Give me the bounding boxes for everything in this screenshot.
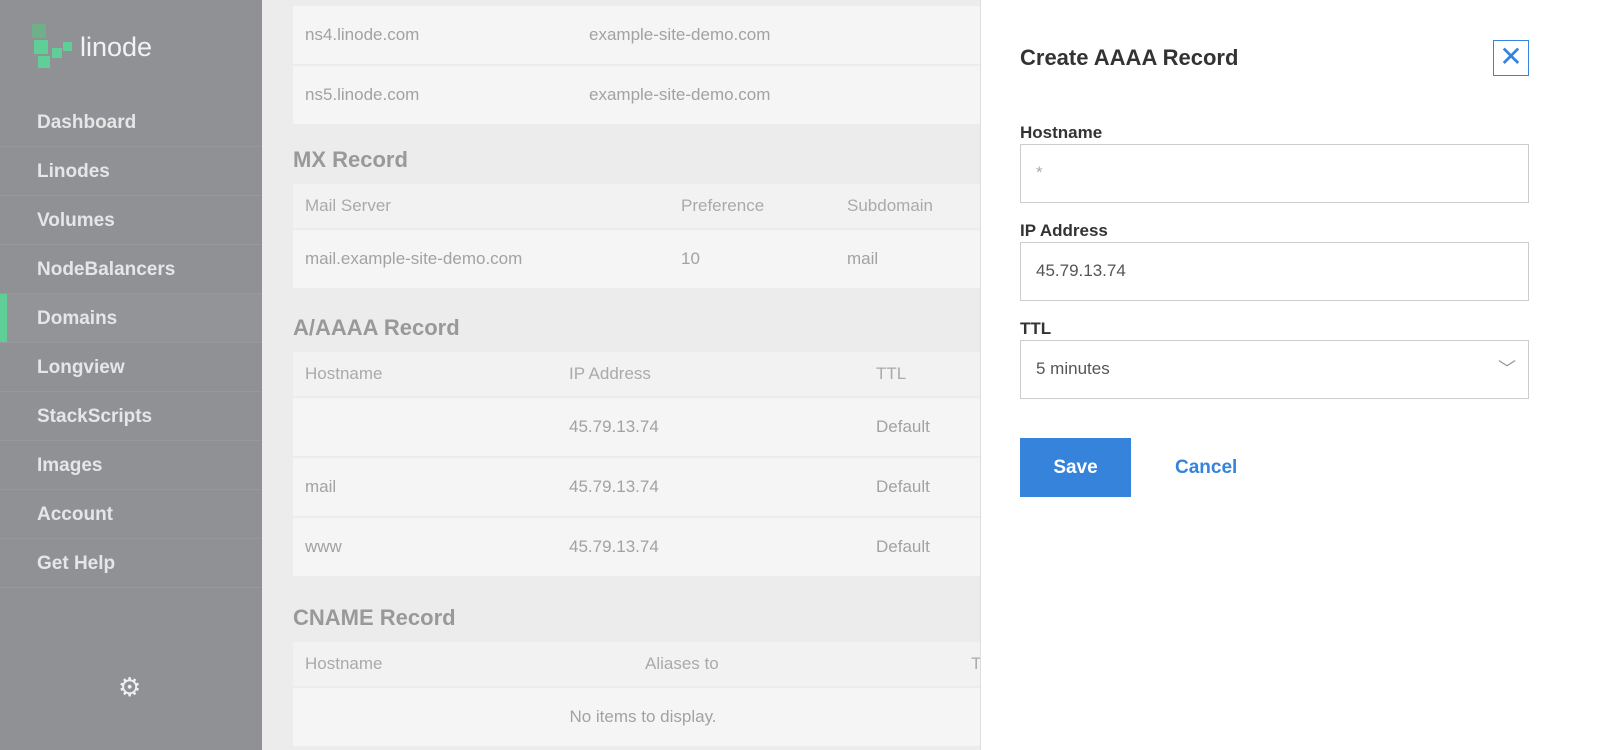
header-mail-server[interactable]: Mail Server <box>305 196 391 215</box>
domain-cell: example-site-demo.com <box>589 25 771 44</box>
table-row: mail 45.79.13.74 Default <box>293 458 980 518</box>
header-preference[interactable]: Preference <box>681 196 765 215</box>
ip-cell: 45.79.13.74 <box>569 417 659 436</box>
header-ip[interactable]: IP Address <box>569 364 651 383</box>
sidebar: linode Dashboard Linodes Volumes NodeBal… <box>0 0 262 750</box>
close-icon: ✕ <box>1499 41 1523 72</box>
sidebar-item-stackscripts[interactable]: StackScripts <box>0 392 262 441</box>
table-header: Hostname IP Address TTL <box>293 352 980 398</box>
ttl-label: TTL <box>1020 319 1052 338</box>
ns-cell: ns4.linode.com <box>305 25 420 44</box>
close-button[interactable]: ✕ <box>1493 40 1529 76</box>
ip-cell: 45.79.13.74 <box>569 537 659 556</box>
ttl-cell: Default <box>876 477 930 496</box>
ttl-value: 5 minutes <box>1036 359 1110 378</box>
table-header: Mail Server Preference Subdomain <box>293 184 980 230</box>
drawer-title: Create AAAA Record <box>1020 45 1239 70</box>
header-aliases[interactable]: Aliases to <box>645 654 719 673</box>
table-row: 45.79.13.74 Default <box>293 398 980 458</box>
ttl-select[interactable]: 5 minutes ﹀ <box>1020 340 1529 399</box>
sidebar-item-longview[interactable]: Longview <box>0 343 262 392</box>
hostname-cell: mail <box>305 477 337 496</box>
sidebar-item-volumes[interactable]: Volumes <box>0 196 262 245</box>
save-button[interactable]: Save <box>1020 438 1131 497</box>
empty-row: No items to display. <box>293 688 980 748</box>
header-ttl[interactable]: T <box>971 654 980 673</box>
a-table: Hostname IP Address TTL 45.79.13.74 Default… <box>293 352 980 578</box>
ip-address-label: IP Address <box>1020 221 1108 240</box>
table-row: ns5.linode.com example-site-demo.com <box>293 66 980 126</box>
header-subdomain[interactable]: Subdomain <box>847 196 934 215</box>
ns-table: ns4.linode.com example-site-demo.com ns5.… <box>293 6 980 126</box>
mx-table: Mail Server Preference Subdomain mail.exam… <box>293 184 980 290</box>
main-content: ns4.linode.com example-site-demo.com ns5.… <box>262 0 980 750</box>
subdomain-cell: mail <box>847 249 879 268</box>
hostname-input[interactable]: * <box>1020 144 1529 203</box>
header-hostname[interactable]: Hostname <box>305 364 383 383</box>
create-record-drawer: Create AAAA Record ✕ Hostname * IP Addre… <box>980 0 1600 750</box>
gear-icon[interactable]: ⚙ <box>118 672 142 702</box>
table-header: Hostname Aliases to T <box>293 642 980 688</box>
sidebar-item-linodes[interactable]: Linodes <box>0 147 262 196</box>
cname-table: Hostname Aliases to T No items to display. <box>293 642 980 748</box>
sidebar-item-images[interactable]: Images <box>0 441 262 490</box>
ttl-cell: Default <box>876 537 930 556</box>
ip-cell: 45.79.13.74 <box>569 477 659 496</box>
sidebar-item-domains[interactable]: Domains <box>0 294 262 343</box>
table-row: www 45.79.13.74 Default <box>293 518 980 578</box>
empty-message: No items to display. <box>569 707 717 726</box>
linode-cube-icon <box>32 24 72 68</box>
chevron-down-icon: ﹀ <box>1498 359 1516 379</box>
cancel-button[interactable]: Cancel <box>1175 457 1238 478</box>
sidebar-item-nodebalancers[interactable]: NodeBalancers <box>0 245 262 294</box>
hostname-cell: www <box>305 537 342 556</box>
table-row: mail.example-site-demo.com 10 mail <box>293 230 980 290</box>
header-hostname[interactable]: Hostname <box>305 654 383 673</box>
ip-address-input[interactable]: 45.79.13.74 <box>1020 242 1529 301</box>
sidebar-item-account[interactable]: Account <box>0 490 262 539</box>
sidebar-nav: Dashboard Linodes Volumes NodeBalancers … <box>0 98 262 588</box>
preference-cell: 10 <box>681 249 700 268</box>
ns-cell: ns5.linode.com <box>305 85 420 104</box>
a-section-title: A/AAAA Record <box>293 315 460 340</box>
domain-cell: example-site-demo.com <box>589 85 771 104</box>
sidebar-item-dashboard[interactable]: Dashboard <box>0 98 262 147</box>
header-ttl[interactable]: TTL <box>876 364 907 383</box>
cname-section-title: CNAME Record <box>293 605 456 630</box>
linode-logo[interactable]: linode <box>30 22 152 72</box>
table-row: ns4.linode.com example-site-demo.com <box>293 6 980 66</box>
mail-server-cell: mail.example-site-demo.com <box>305 249 523 268</box>
ttl-cell: Default <box>876 417 930 436</box>
sidebar-item-get-help[interactable]: Get Help <box>0 539 262 588</box>
mx-section-title: MX Record <box>293 147 408 172</box>
logo-text: linode <box>80 31 153 62</box>
hostname-label: Hostname <box>1020 123 1103 142</box>
